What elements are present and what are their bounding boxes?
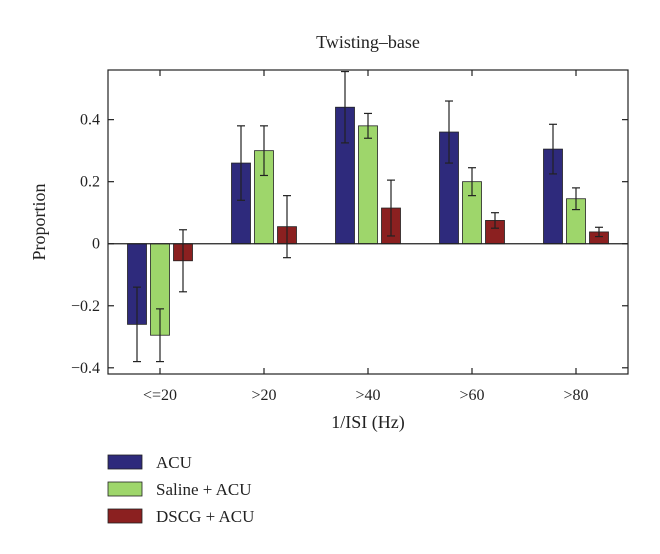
y-tick-label: −0.2 (71, 298, 100, 315)
error-bars (133, 70, 603, 363)
plot-bars (127, 106, 609, 336)
y-tick-label: −0.4 (71, 360, 100, 377)
y-tick-label: 0.4 (80, 112, 100, 129)
bar (358, 125, 378, 245)
legend-swatch (107, 481, 143, 497)
legend: ACU Saline + ACU DSCG + ACU (107, 453, 254, 526)
y-axis-label: Proportion (29, 183, 49, 260)
y-tick-label: 0 (92, 236, 100, 253)
x-axis: <=20 >20 >40 >60 >80 (143, 70, 589, 404)
x-axis-label: 1/ISI (Hz) (331, 412, 404, 433)
y-tick-label: 0.2 (80, 174, 100, 191)
x-tick-label: <=20 (143, 387, 177, 404)
x-tick-label: >40 (355, 387, 380, 404)
legend-label: DSCG + ACU (156, 507, 254, 526)
x-tick-label: >20 (251, 387, 276, 404)
chart-title: Twisting–base (316, 32, 420, 52)
x-tick-label: >60 (459, 387, 484, 404)
legend-label: ACU (156, 453, 192, 472)
legend-swatch (107, 508, 143, 524)
legend-label: Saline + ACU (156, 480, 252, 499)
y-axis: −0.4 −0.2 0 0.2 0.4 (71, 112, 628, 377)
x-tick-label: >80 (563, 387, 588, 404)
legend-swatch (107, 454, 143, 470)
